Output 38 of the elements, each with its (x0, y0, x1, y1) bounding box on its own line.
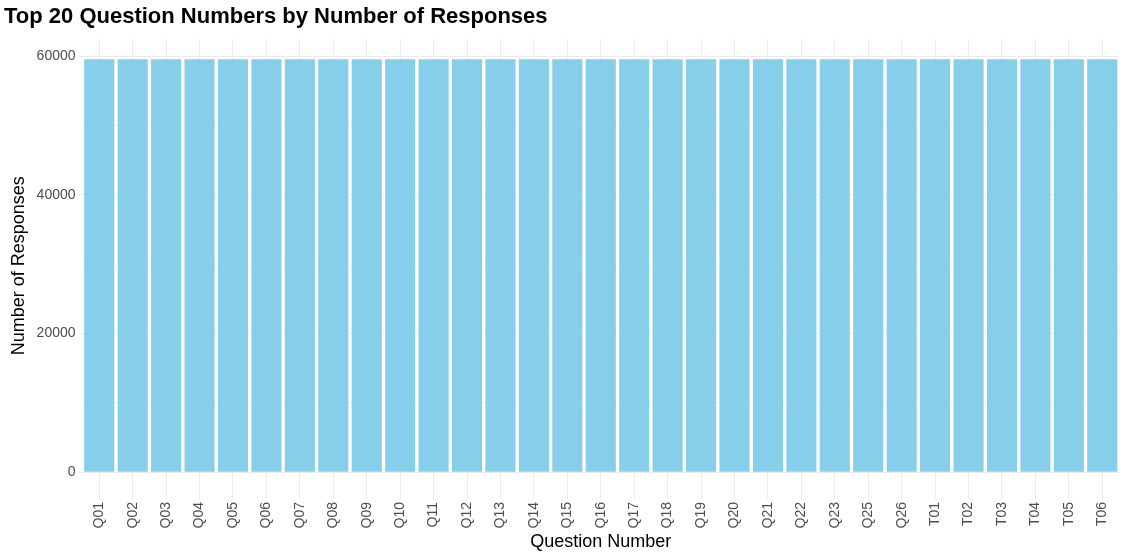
x-tick-label: Q20 (725, 501, 742, 529)
x-tick-label: T03 (992, 501, 1009, 527)
x-tick-label: T05 (1059, 501, 1076, 527)
x-tick-label: Q23 (825, 501, 842, 529)
x-axis-title: Question Number (530, 531, 672, 552)
x-tick-label: Q04 (190, 501, 207, 529)
chart-title: Top 20 Question Numbers by Number of Responses (4, 3, 548, 29)
x-tick-label: Q18 (658, 501, 675, 529)
y-axis-title: Number of Responses (7, 176, 28, 356)
x-tick-label: Q19 (691, 501, 708, 529)
x-tick-label: Q17 (625, 501, 642, 529)
x-tick-label: Q07 (290, 501, 307, 529)
x-tick-label: Q08 (324, 501, 341, 529)
x-tick-label: Q26 (892, 501, 909, 529)
x-tick-label: Q16 (591, 501, 608, 529)
x-tick-label: Q22 (792, 501, 809, 529)
x-tick-label: Q09 (357, 501, 374, 529)
x-tick-label: Q14 (524, 501, 541, 529)
y-tick-label: 60000 (36, 47, 76, 64)
y-tick-label: 40000 (36, 185, 76, 202)
x-tick-label: Q06 (257, 501, 274, 529)
x-tick-label: Q01 (90, 501, 107, 529)
x-tick-label: Q10 (391, 501, 408, 529)
x-tick-label: Q13 (491, 501, 508, 529)
x-tick-label: Q12 (457, 501, 474, 529)
x-tick-label: Q03 (156, 501, 173, 529)
x-tick-label: Q15 (558, 501, 575, 529)
x-tick-label: T04 (1026, 501, 1043, 527)
x-tick-label: Q11 (424, 501, 441, 528)
x-tick-label: Q05 (223, 501, 240, 529)
x-tick-label: Q21 (758, 501, 775, 529)
x-tick-label: Q25 (859, 501, 876, 529)
x-tick-label: T01 (925, 501, 942, 527)
x-tick-label: T06 (1093, 501, 1110, 527)
y-tick-label: 20000 (36, 324, 76, 341)
x-tick-label: Q02 (123, 501, 140, 529)
y-tick-label: 0 (67, 463, 76, 480)
x-tick-label: T02 (959, 501, 976, 527)
